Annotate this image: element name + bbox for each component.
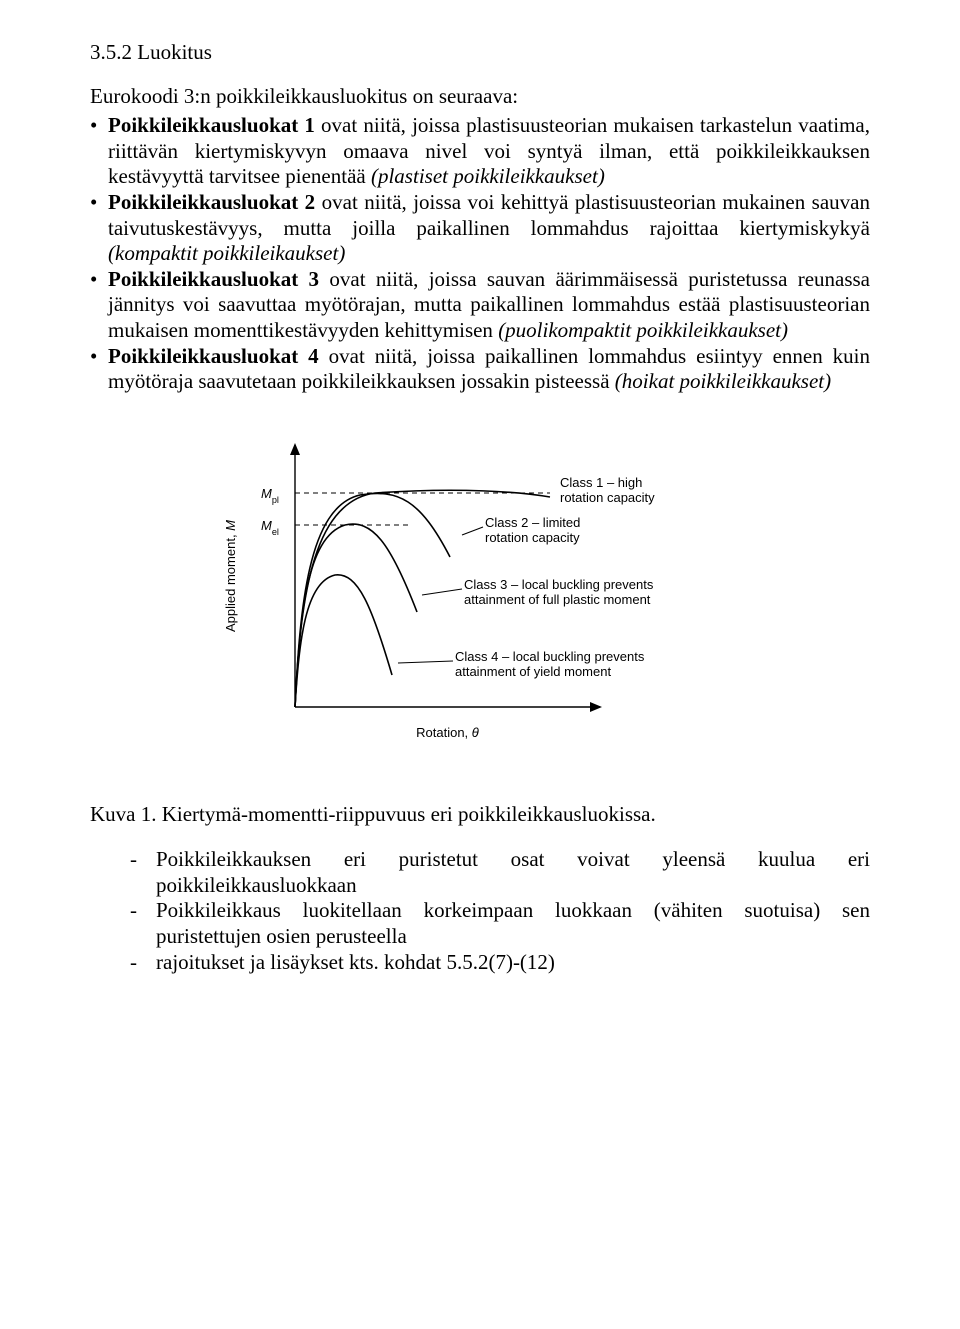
bullet-list: Poikkileikkausluokat 1 ovat niitä, joiss… — [90, 113, 870, 395]
bullet-lead: Poikkileikkausluokat 3 — [108, 267, 319, 291]
section-title: 3.5.2 Luokitus — [90, 40, 870, 66]
svg-text:Class 3 – local buckling preve: Class 3 – local buckling prevents — [464, 577, 654, 592]
moment-rotation-diagram: Mpl Mel Applied moment, M Rotation, θ Class … — [200, 407, 760, 777]
figure-caption: Kuva 1. Kiertymä-momentti-riippuvuus eri… — [90, 802, 870, 828]
dash-item: rajoitukset ja lisäykset kts. kohdat 5.5… — [130, 950, 870, 976]
svg-text:Applied moment, M: Applied moment, M — [223, 520, 238, 632]
bullet-italic: (kompaktit poikkileikaukset) — [108, 241, 345, 265]
dash-list: Poikkileikkauksen eri puristetut osat vo… — [90, 847, 870, 975]
bullet-lead: Poikkileikkausluokat 1 — [108, 113, 315, 137]
svg-text:attainment of yield moment: attainment of yield moment — [455, 664, 611, 679]
svg-text:rotation capacity: rotation capacity — [485, 530, 580, 545]
bullet-italic: (puolikompaktit poikkileikkaukset) — [498, 318, 788, 342]
bullet-item: Poikkileikkausluokat 4 ovat niitä, joiss… — [90, 344, 870, 395]
svg-text:Rotation, θ: Rotation, θ — [416, 725, 479, 740]
bullet-item: Poikkileikkausluokat 2 ovat niitä, joiss… — [90, 190, 870, 267]
svg-text:Class 4 – local buckling preve: Class 4 – local buckling prevents — [455, 649, 645, 664]
svg-text:Mel: Mel — [261, 518, 279, 537]
intro-text: Eurokoodi 3:n poikkileikkausluokitus on … — [90, 84, 870, 110]
bullet-italic: (hoikat poikkileikkaukset) — [615, 369, 831, 393]
bullet-item: Poikkileikkausluokat 1 ovat niitä, joiss… — [90, 113, 870, 190]
svg-text:Class 2 – limited: Class 2 – limited — [485, 515, 580, 530]
figure-wrap: Mpl Mel Applied moment, M Rotation, θ Class … — [90, 407, 870, 784]
svg-text:rotation capacity: rotation capacity — [560, 490, 655, 505]
bullet-lead: Poikkileikkausluokat 4 — [108, 344, 319, 368]
svg-text:attainment of full plastic mom: attainment of full plastic moment — [464, 592, 651, 607]
svg-text:Mpl: Mpl — [261, 486, 279, 505]
bullet-lead: Poikkileikkausluokat 2 — [108, 190, 315, 214]
dash-item: Poikkileikkauksen eri puristetut osat vo… — [130, 847, 870, 898]
bullet-item: Poikkileikkausluokat 3 ovat niitä, joiss… — [90, 267, 870, 344]
dash-item: Poikkileikkaus luokitellaan korkeimpaan … — [130, 898, 870, 949]
bullet-italic: (plastiset poikkileikkaukset) — [371, 164, 605, 188]
svg-text:Class 1 – high: Class 1 – high — [560, 475, 642, 490]
